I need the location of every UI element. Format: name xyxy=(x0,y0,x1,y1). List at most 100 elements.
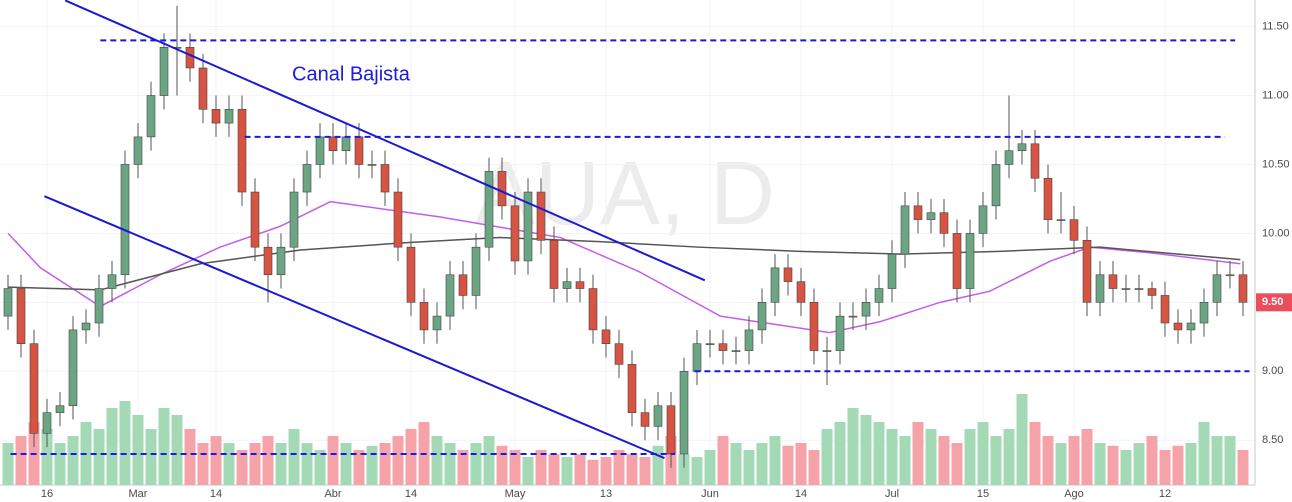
candle-body xyxy=(380,164,390,193)
candle-body xyxy=(120,164,130,276)
candle-body xyxy=(991,164,1001,207)
candle-body xyxy=(1121,288,1131,290)
volume-bar xyxy=(769,436,781,485)
volume-bar xyxy=(808,450,820,485)
candle-body xyxy=(744,329,754,351)
candle-body xyxy=(1017,143,1027,151)
volume-bar xyxy=(1003,429,1015,485)
volume-bar xyxy=(795,443,807,485)
volume-bar xyxy=(730,443,742,485)
volume-bar xyxy=(119,401,131,485)
watermark: AUA, D xyxy=(475,144,775,244)
x-tick-label: 14 xyxy=(405,488,417,500)
volume-bar xyxy=(1198,422,1210,485)
volume-bar xyxy=(678,454,690,485)
candle-body xyxy=(718,343,728,351)
volume-bar xyxy=(106,408,118,485)
x-tick-label: 14 xyxy=(795,488,807,500)
candle-body xyxy=(822,350,832,352)
candle-body xyxy=(523,191,533,262)
candle-body xyxy=(1186,322,1196,331)
y-tick-label: 11.00 xyxy=(1262,89,1289,101)
x-tick-label: Mar xyxy=(129,488,148,500)
volume-bar xyxy=(470,443,482,485)
candle-body xyxy=(562,281,572,289)
last-price-label: 9.50 xyxy=(1262,296,1283,308)
y-tick-label: 9.00 xyxy=(1262,365,1283,377)
candle-body xyxy=(835,315,845,351)
candle-body xyxy=(1043,177,1053,220)
candle-body xyxy=(94,288,104,324)
volume-bar xyxy=(1159,450,1171,485)
y-tick-label: 11.50 xyxy=(1262,21,1289,33)
x-tick-label: 16 xyxy=(41,488,53,500)
candle-body xyxy=(367,164,377,166)
volume-bar xyxy=(574,454,586,485)
volume-bar xyxy=(223,443,235,485)
volume-bar xyxy=(600,457,612,485)
volume-bar xyxy=(1107,445,1119,485)
volume-bar xyxy=(977,422,989,485)
x-tick-label: Jul xyxy=(885,488,899,500)
volume-bar xyxy=(496,445,508,485)
candle-body xyxy=(653,405,663,427)
candle-body xyxy=(549,239,559,289)
volume-bar xyxy=(67,436,79,485)
candle-body xyxy=(224,109,234,124)
candle-body xyxy=(770,267,780,303)
candle-body xyxy=(627,364,637,413)
candle-body xyxy=(1069,219,1079,241)
candle-body xyxy=(3,288,13,317)
volume-bar xyxy=(1224,436,1236,485)
volume-bar xyxy=(899,436,911,485)
volume-bar xyxy=(990,436,1002,485)
candle-body xyxy=(393,191,403,248)
volume-bar xyxy=(392,436,404,485)
candle-body xyxy=(419,302,429,331)
candle-body xyxy=(1225,274,1235,277)
x-tick-label: 14 xyxy=(210,488,222,500)
volume-bar xyxy=(288,429,300,485)
volume-bar xyxy=(275,443,287,485)
volume-bar xyxy=(353,450,365,485)
volume-bar xyxy=(210,436,222,485)
volume-bar xyxy=(1172,445,1184,485)
candle-body xyxy=(68,329,78,407)
volume-bar xyxy=(171,415,183,485)
y-tick-label: 10.00 xyxy=(1262,227,1290,239)
candle-body xyxy=(458,274,468,296)
candle-body xyxy=(510,205,520,262)
volume-bar xyxy=(509,450,521,485)
candle-body xyxy=(302,164,312,193)
candle-body xyxy=(276,246,286,276)
volume-bar xyxy=(184,429,196,485)
candle-body xyxy=(588,288,598,331)
volume-bar xyxy=(613,450,625,485)
volume-bar xyxy=(886,429,898,485)
volume-bar xyxy=(704,450,716,485)
candle-body xyxy=(432,315,442,331)
volume-bar xyxy=(1055,443,1067,485)
candle-body xyxy=(1147,288,1157,296)
volume-bar xyxy=(158,408,170,485)
candle-body xyxy=(874,288,884,303)
candle-body xyxy=(81,322,91,331)
candle-body xyxy=(315,136,325,165)
volume-bar xyxy=(691,457,703,485)
candle-body xyxy=(237,109,247,193)
volume-bar xyxy=(444,443,456,485)
volume-bar xyxy=(93,429,105,485)
volume-bar xyxy=(1029,422,1041,485)
volume-bar xyxy=(41,429,53,485)
volume-bar xyxy=(743,450,755,485)
candle-body xyxy=(731,350,741,352)
candle-body xyxy=(1173,322,1183,331)
candle-body xyxy=(211,109,221,124)
volume-bar xyxy=(1042,436,1054,485)
candle-body xyxy=(913,205,923,220)
candle-body xyxy=(796,281,806,303)
candle-body xyxy=(614,343,624,365)
candle-body xyxy=(978,205,988,234)
volume-bar xyxy=(2,443,14,485)
channel-line xyxy=(64,0,706,282)
